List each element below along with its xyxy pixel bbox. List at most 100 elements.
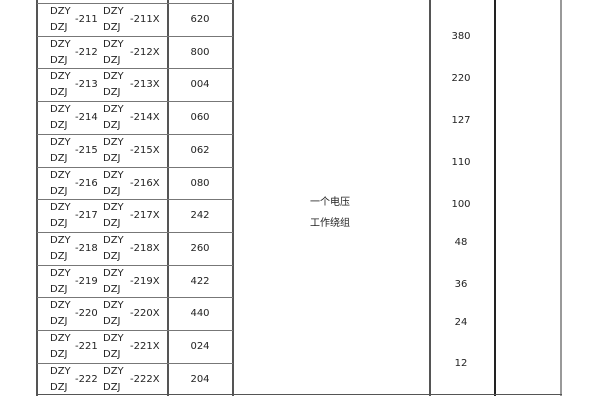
model-number: -219 <box>75 275 98 287</box>
model-prefix-dzy-x: DZY <box>103 333 124 344</box>
contact-code: 204 <box>190 373 210 385</box>
winding-label-line2: 工作绕组 <box>310 218 350 229</box>
model-number-x: -220X <box>130 308 160 320</box>
row-divider <box>37 133 233 135</box>
model-number-x: -221X <box>130 341 160 352</box>
model-prefix-dzj-x: DZJ <box>103 283 121 295</box>
model-number-x: -214X <box>130 112 160 124</box>
voltage-value: 380 <box>451 31 471 42</box>
model-prefix-dzj-x: DZJ <box>103 87 121 99</box>
row-divider <box>37 362 233 364</box>
row-divider <box>37 297 233 299</box>
voltage-value: 127 <box>451 115 471 126</box>
model-prefix-dzj: DZJ <box>50 283 68 295</box>
model-prefix-dzj-x: DZJ <box>103 152 121 164</box>
contact-code: 060 <box>190 112 210 124</box>
contact-code: 024 <box>190 341 210 352</box>
model-number-x: -213X <box>130 79 160 91</box>
contact-code: 620 <box>190 14 210 25</box>
contact-code: 004 <box>190 79 210 91</box>
contact-code: 062 <box>190 144 210 156</box>
winding-label-line1: 一个电压 <box>310 197 350 208</box>
model-prefix-dzy: DZY <box>50 38 71 50</box>
model-prefix-dzy-x: DZY <box>103 6 124 17</box>
model-number: -215 <box>75 144 98 156</box>
model-prefix-dzy-x: DZY <box>103 234 124 246</box>
contact-code: 440 <box>190 308 210 320</box>
model-prefix-dzj: DZJ <box>50 22 68 33</box>
model-prefix-dzj-x: DZJ <box>103 316 121 328</box>
row-divider <box>37 264 233 266</box>
model-number-x: -215X <box>130 144 160 156</box>
model-prefix-dzj-x: DZJ <box>103 185 121 197</box>
model-number-x: -212X <box>130 46 160 58</box>
table-border-bottom <box>36 394 562 395</box>
contact-code: 800 <box>190 46 210 58</box>
model-prefix-dzj: DZJ <box>50 152 68 164</box>
model-prefix-dzj-x: DZJ <box>103 381 121 393</box>
model-number: -216 <box>75 177 98 189</box>
row-divider <box>37 330 233 331</box>
row-divider <box>37 3 233 4</box>
model-prefix-dzy: DZY <box>50 6 71 17</box>
model-prefix-dzy: DZY <box>50 169 71 181</box>
row-divider <box>37 101 233 103</box>
model-number: -213 <box>75 79 98 91</box>
model-prefix-dzy: DZY <box>50 333 71 344</box>
voltage-value: 12 <box>454 358 468 369</box>
voltage-value: 36 <box>454 279 468 290</box>
model-prefix-dzj-x: DZJ <box>103 250 121 262</box>
model-prefix-dzy: DZY <box>50 104 71 116</box>
model-prefix-dzy-x: DZY <box>103 365 124 377</box>
row-divider <box>37 68 233 70</box>
model-prefix-dzj: DZJ <box>50 316 68 328</box>
model-number: -220 <box>75 308 98 320</box>
model-prefix-dzy-x: DZY <box>103 38 124 50</box>
model-number-x: -216X <box>130 177 160 189</box>
model-prefix-dzj: DZJ <box>50 349 68 360</box>
model-prefix-dzy-x: DZY <box>103 267 124 279</box>
model-prefix-dzy-x: DZY <box>103 300 124 312</box>
row-divider <box>37 199 233 201</box>
column-divider <box>167 0 169 396</box>
contact-code: 242 <box>190 210 210 222</box>
model-number-x: -218X <box>130 242 160 254</box>
row-divider <box>37 35 233 37</box>
model-number: -211 <box>75 14 98 25</box>
voltage-value: 110 <box>451 157 471 168</box>
model-prefix-dzy-x: DZY <box>103 104 124 116</box>
model-number-x: -217X <box>130 210 160 222</box>
model-number-x: -219X <box>130 275 160 287</box>
model-prefix-dzj-x: DZJ <box>103 54 121 66</box>
contact-code: 080 <box>190 177 210 189</box>
model-number: -222 <box>75 373 98 385</box>
table-border-right <box>560 0 562 396</box>
model-prefix-dzy: DZY <box>50 300 71 312</box>
model-prefix-dzj-x: DZJ <box>103 218 121 230</box>
model-number: -214 <box>75 112 98 124</box>
model-prefix-dzj-x: DZJ <box>103 120 121 132</box>
model-prefix-dzy: DZY <box>50 267 71 279</box>
voltage-value: 220 <box>451 73 471 84</box>
model-number: -212 <box>75 46 98 58</box>
model-prefix-dzj: DZJ <box>50 185 68 197</box>
contact-code: 422 <box>190 275 210 287</box>
model-prefix-dzy: DZY <box>50 365 71 377</box>
model-number: -218 <box>75 242 98 254</box>
table-border-left <box>36 0 38 396</box>
model-prefix-dzj-x: DZJ <box>103 349 121 360</box>
contact-code: 260 <box>190 242 210 254</box>
voltage-value: 48 <box>454 237 468 248</box>
model-prefix-dzy-x: DZY <box>103 202 124 214</box>
row-divider <box>37 166 233 168</box>
model-prefix-dzj: DZJ <box>50 120 68 132</box>
model-prefix-dzy: DZY <box>50 136 71 148</box>
model-prefix-dzj: DZJ <box>50 218 68 230</box>
model-prefix-dzy-x: DZY <box>103 136 124 148</box>
model-prefix-dzy-x: DZY <box>103 169 124 181</box>
model-number: -217 <box>75 210 98 222</box>
column-divider <box>232 0 234 396</box>
model-prefix-dzj: DZJ <box>50 54 68 66</box>
row-divider <box>37 231 233 233</box>
